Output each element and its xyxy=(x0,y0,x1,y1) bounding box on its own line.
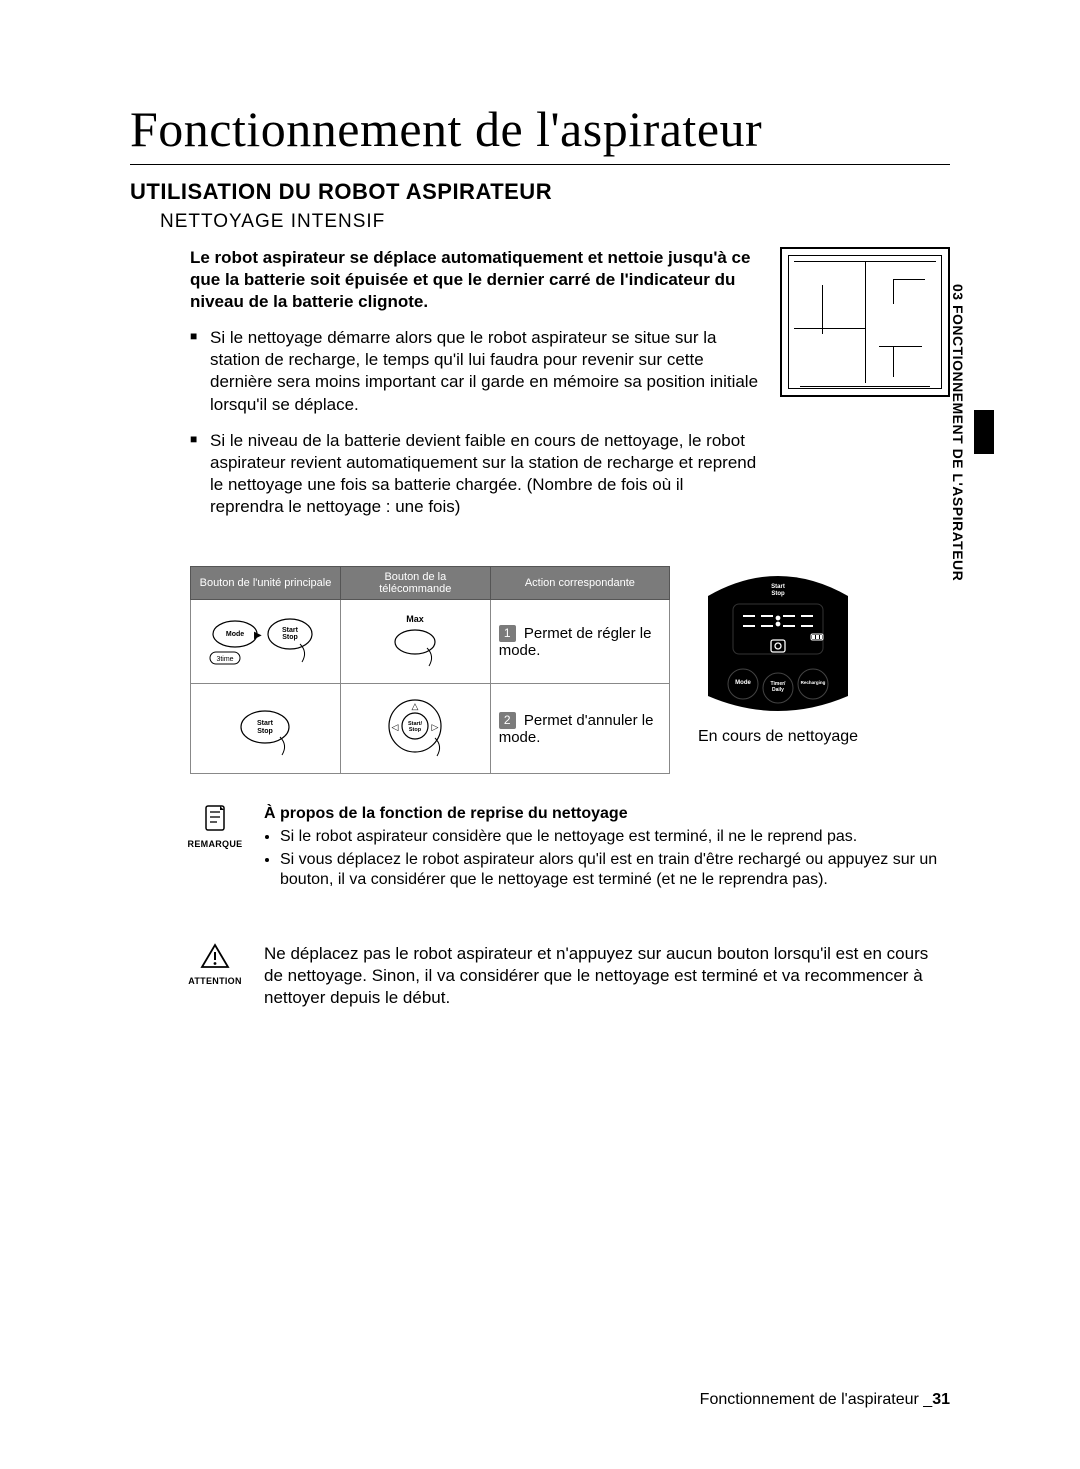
col-header-action: Action correspondante xyxy=(490,567,669,600)
side-chapter-text: 03 FONCTIONNEMENT DE L'ASPIRATEUR xyxy=(950,284,966,581)
lead-paragraph: Le robot aspirateur se déplace automatiq… xyxy=(190,247,760,313)
main-unit-button-diagram: Mode ▶ Start Stop 3time xyxy=(200,606,330,674)
attention-text: Ne déplacez pas le robot aspirateur et n… xyxy=(264,944,928,1007)
cell-remote-diagram: Start/ Stop △ ◁ ▷ xyxy=(340,684,490,774)
subsection-heading: NETTOYAGE INTENSIF xyxy=(160,211,950,233)
page-number: 31 xyxy=(932,1391,950,1408)
svg-text:Mode: Mode xyxy=(226,631,244,638)
col-header-main-unit: Bouton de l'unité principale xyxy=(191,567,341,600)
bullet-item: Si le nettoyage démarre alors que le rob… xyxy=(190,327,760,415)
svg-text:Mode: Mode xyxy=(735,680,751,686)
footer-text: Fonctionnement de l'aspirateur _ xyxy=(700,1391,933,1408)
attention-label: ATTENTION xyxy=(180,976,250,986)
robot-caption: En cours de nettoyage xyxy=(688,727,868,746)
svg-text:Recharging: Recharging xyxy=(801,680,826,685)
svg-text:Start: Start xyxy=(258,720,275,727)
svg-text:3time: 3time xyxy=(217,656,234,663)
bullet-list: Si le nettoyage démarre alors que le rob… xyxy=(190,327,760,518)
cell-main-unit-diagram: Mode ▶ Start Stop 3time xyxy=(191,600,341,684)
svg-text:▷: ▷ xyxy=(432,722,439,732)
action-table: Bouton de l'unité principale Bouton de l… xyxy=(190,566,670,774)
side-chapter-tab: 03 FONCTIONNEMENT DE L'ASPIRATEUR xyxy=(948,280,968,585)
svg-text:Start: Start xyxy=(771,584,785,590)
svg-text:Daily: Daily xyxy=(772,687,784,693)
action-text: Permet d'annuler le mode. xyxy=(499,712,654,746)
main-unit-button-diagram: Start Stop xyxy=(200,693,330,761)
svg-text:△: △ xyxy=(412,701,419,711)
remarque-list: Si le robot aspirateur considère que le … xyxy=(264,827,950,891)
remote-button-diagram: Max xyxy=(375,606,455,674)
svg-text:Stop: Stop xyxy=(283,634,299,641)
bullet-item: Si le niveau de la batterie devient faib… xyxy=(190,430,760,518)
col-header-remote: Bouton de la télécommande xyxy=(340,567,490,600)
warning-icon xyxy=(180,943,250,976)
remarque-item: Si vous déplacez le robot aspirateur alo… xyxy=(280,850,950,892)
svg-text:▶: ▶ xyxy=(254,630,262,641)
page-footer: Fonctionnement de l'aspirateur _31 xyxy=(700,1391,950,1409)
svg-text:Stop: Stop xyxy=(409,727,422,733)
cell-main-unit-diagram: Start Stop xyxy=(191,684,341,774)
step-badge: 2 xyxy=(499,712,516,729)
svg-text:Stop: Stop xyxy=(771,591,785,597)
svg-text:Start: Start xyxy=(283,627,300,634)
section-heading: UTILISATION DU ROBOT ASPIRATEUR xyxy=(130,179,950,205)
robot-display-column: Start Stop M xyxy=(688,566,868,746)
cell-action-descr: 2 Permet d'annuler le mode. xyxy=(490,684,669,774)
svg-text:◁: ◁ xyxy=(392,722,399,732)
remote-dpad-diagram: Start/ Stop △ ◁ ▷ xyxy=(365,690,465,764)
step-badge: 1 xyxy=(499,625,516,642)
svg-text:Stop: Stop xyxy=(258,728,274,735)
table-row: Mode ▶ Start Stop 3time Max xyxy=(191,600,670,684)
remarque-block: REMARQUE À propos de la fonction de repr… xyxy=(180,804,950,893)
remarque-title: À propos de la fonction de reprise du ne… xyxy=(264,804,950,825)
side-chapter-strip xyxy=(974,410,994,454)
action-text: Permet de régler le mode. xyxy=(499,625,652,659)
page-title: Fonctionnement de l'aspirateur xyxy=(130,100,950,165)
robot-top-view-diagram: Start Stop M xyxy=(693,566,863,716)
remarque-item: Si le robot aspirateur considère que le … xyxy=(280,827,950,848)
table-row: Start Stop Start/ Stop △ ◁ xyxy=(191,684,670,774)
remarque-label: REMARQUE xyxy=(180,839,250,849)
floorplan-diagram xyxy=(780,247,950,397)
attention-block: ATTENTION Ne déplacez pas le robot aspir… xyxy=(180,943,950,1009)
cell-remote-diagram: Max xyxy=(340,600,490,684)
svg-text:Max: Max xyxy=(407,614,425,624)
cell-action-descr: 1 Permet de régler le mode. xyxy=(490,600,669,684)
note-icon xyxy=(180,804,250,839)
